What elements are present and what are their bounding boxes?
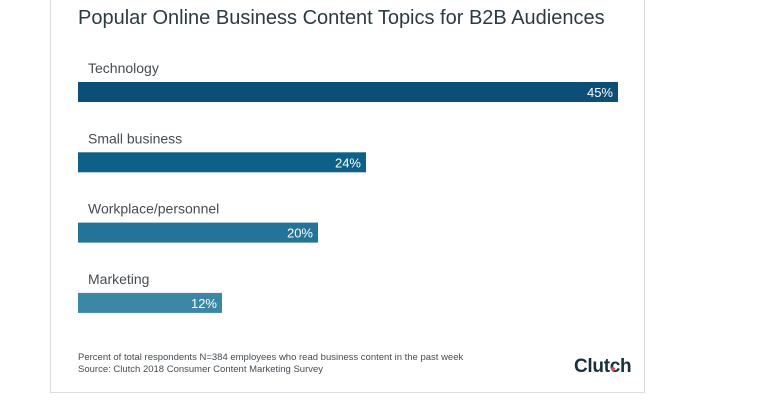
chart-title: Popular Online Business Content Topics f… [78,7,605,29]
category-label-small-business: Small business [88,130,182,146]
chart-card [50,0,645,393]
category-label-marketing: Marketing [88,271,149,287]
value-label-small-business: 24% [335,155,361,170]
bar-small-business [78,152,366,173]
logo-dot-icon [611,367,615,371]
bar-technology [78,82,618,102]
value-label-marketing: 12% [191,296,217,311]
category-label-technology: Technology [88,60,159,76]
value-label-workplace-personnel: 20% [287,226,313,241]
clutch-logo: Clutch [574,356,632,378]
bar-workplace-personnel [78,222,318,243]
footnote-respondents: Percent of total respondents N=384 emplo… [78,352,464,363]
value-label-technology: 45% [587,85,613,100]
footnote-source: Source: Clutch 2018 Consumer Content Mar… [78,364,324,375]
clutch-logo-text: Clutch [574,356,632,377]
category-label-workplace-personnel: Workplace/personnel [88,201,219,217]
bar-marketing [78,292,222,313]
